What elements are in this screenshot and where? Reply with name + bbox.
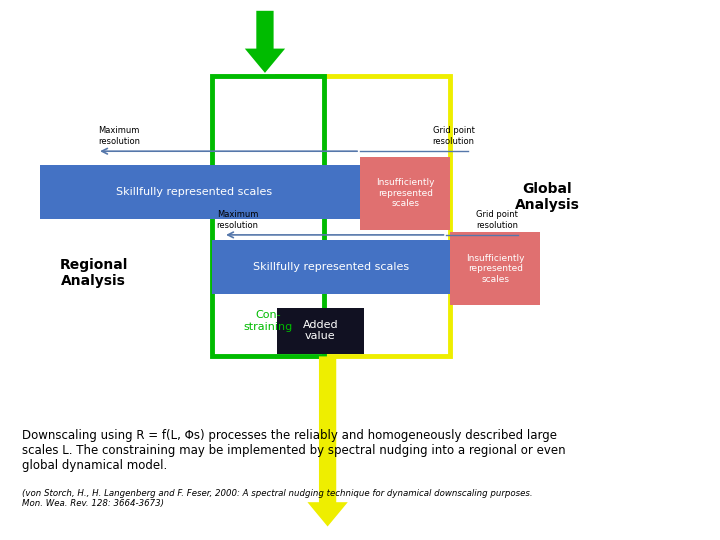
Polygon shape xyxy=(307,356,348,526)
Text: Skillfully re​presented scales: Skillfully re​presented scales xyxy=(253,262,409,272)
Bar xyxy=(360,157,450,230)
Text: Insufficiently
represented
scales: Insufficiently represented scales xyxy=(376,178,435,208)
Bar xyxy=(277,308,364,354)
Text: Con-
straining: Con- straining xyxy=(243,310,292,332)
Text: Downscaling using R = f(L, Φs) processes the reliably and homogeneously describe: Downscaling using R = f(L, Φs) processes… xyxy=(22,429,565,472)
Text: Maximum
resolution: Maximum resolution xyxy=(98,126,140,146)
Text: Skillfully represented scales: Skillfully represented scales xyxy=(117,187,272,197)
Text: Grid point
resolution: Grid point resolution xyxy=(433,126,474,146)
Text: Insufficiently
represented
scales: Insufficiently represented scales xyxy=(466,254,525,284)
Bar xyxy=(212,76,324,356)
Text: Added
value: Added value xyxy=(302,320,338,341)
Text: Grid point
resolution: Grid point resolution xyxy=(476,210,518,230)
Bar xyxy=(277,76,450,356)
Polygon shape xyxy=(245,11,285,73)
Bar xyxy=(212,240,450,294)
Text: (von Storch, H., H. Langenberg and F. Feser, 2000: A spectral nudging technique : (von Storch, H., H. Langenberg and F. Fe… xyxy=(22,489,532,508)
Text: Global
Analysis: Global Analysis xyxy=(515,182,580,212)
Bar xyxy=(450,232,540,305)
Text: Maximum
resolution: Maximum resolution xyxy=(217,210,258,230)
Bar xyxy=(40,165,360,219)
Text: Regional
Analysis: Regional Analysis xyxy=(60,258,127,288)
